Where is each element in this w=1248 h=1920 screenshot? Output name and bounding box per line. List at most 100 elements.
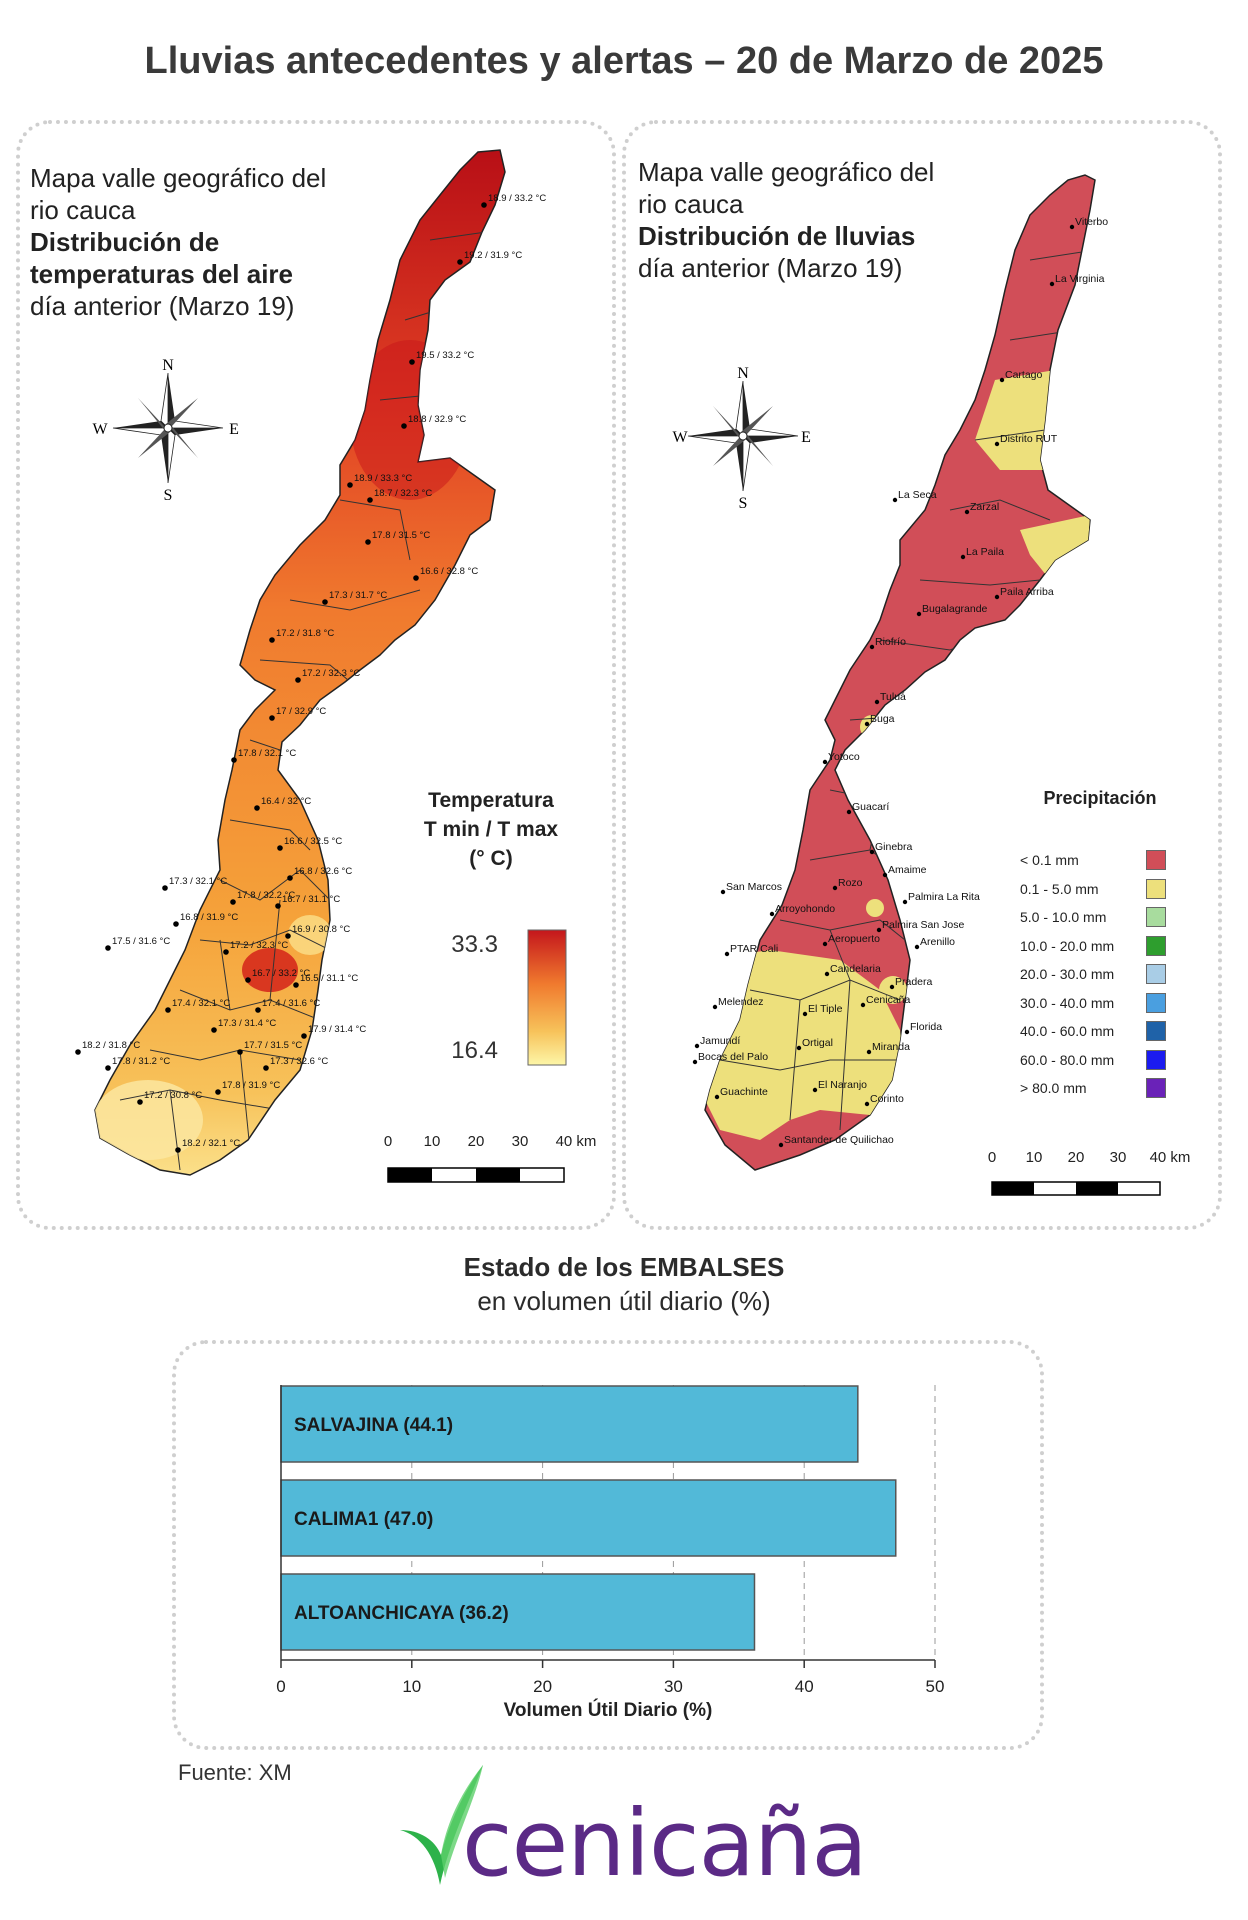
station-dot [173,921,179,927]
temp-scale-labels: 0 10 20 30 40 km [384,1133,597,1150]
station-dot [481,202,487,208]
chart-x-ticks: 0 10 20 30 40 50 [276,1660,944,1696]
temp-legend-title: Temperatura T min / T max (° C) [416,786,566,873]
station-dot [215,1089,221,1095]
place-label: Yotoco [828,751,860,763]
temp-compass-s: S [164,487,173,504]
rain-legend-swatch [1146,964,1166,984]
place-label: Amaime [888,864,927,876]
station-label: 17.4 / 32.1 °C [172,998,230,1009]
bar [280,1479,897,1557]
rain-legend-swatch [1146,1049,1166,1070]
temp-legend-gradient [527,929,567,1066]
rain-title-bold1: Distribución de lluvias [638,221,916,251]
rain-valley-shape [704,174,1096,1171]
temperature-map: 18.9 / 33.2 °C 19.2 / 31.9 °C 19.5 / 33.2 … [75,149,597,1183]
embalses-title: Estado de los EMBALSES [463,1252,785,1282]
scale-label: 30 [1110,1149,1127,1166]
place-label: Arenillo [920,936,955,948]
station-label: 19.5 / 33.2 °C [416,350,474,361]
station-label: 17.2 / 32.3 °C [230,940,288,951]
temp-compass-w: W [92,421,108,438]
station-label: 16.4 / 32 °C [261,796,311,807]
temp-compass-rose-icon [112,372,224,484]
place-label: Miranda [872,1041,910,1053]
rain-legend-label: 30.0 - 40.0 mm [1020,994,1115,1011]
embalses-subtitle: en volumen útil diario (%) [477,1286,771,1316]
station-dot [137,1099,143,1105]
tick-label: 10 [402,1677,421,1696]
station-label: 16.8 / 31.9 °C [180,912,238,923]
station-dot [287,875,293,881]
station-dot [269,715,275,721]
temp-legend-line1: Temperatura [428,789,554,812]
place-dot [889,984,895,990]
cenicana-leaf-logo-icon [400,1765,483,1885]
station-label: 17.8 / 32.1 °C [238,748,296,759]
place-label: Cartago [1005,369,1043,381]
rain-legend-label: 10.0 - 20.0 mm [1020,937,1115,954]
rain-legend-swatch [1146,1021,1166,1041]
place-dot [769,911,775,917]
rain-title-line2: rio cauca [638,189,744,219]
station-label: 19.2 / 31.9 °C [464,250,522,261]
place-label: Tuluá [880,691,906,703]
tick-label: 20 [533,1677,552,1696]
station-dot [301,1033,307,1039]
station-label: 17.2 / 30.8 °C [144,1090,202,1101]
place-dot [994,594,1000,600]
station-label: 17.9 / 31.4 °C [308,1024,366,1035]
station-dot [254,805,260,811]
place-dot [869,644,875,650]
place-dot [796,1045,802,1051]
station-dot [263,1065,269,1071]
place-label: PTAR Cali [730,943,778,955]
scale-label: 40 km [556,1133,597,1150]
embalses-chart-panel [172,1340,1044,1750]
place-dot [812,1087,818,1093]
place-label: Florida [910,1021,942,1033]
rainfall-map-panel [622,120,1222,1230]
place-label: Guacarí [852,801,889,813]
temp-compass-n: N [162,357,174,374]
station-label: 17.7 / 31.5 °C [244,1040,302,1051]
place-label: Bugalagrande [922,603,988,615]
station-dot [275,903,281,909]
station-dot [457,259,463,265]
station-dot [277,845,283,851]
place-dot [864,1101,870,1107]
rain-legend-label: > 80.0 mm [1020,1080,1087,1096]
place-dot [824,971,830,977]
station-dot [175,1147,181,1153]
station-dot [322,599,328,605]
station-dot [162,885,168,891]
temp-title-sub: día anterior (Marzo 19) [30,291,295,321]
place-label: Candelaria [830,963,881,975]
place-label: Santander de Quilichao [784,1134,894,1146]
place-label: Guachinte [720,1086,768,1098]
station-label: 18.8 / 32.9 °C [408,414,466,425]
rain-scale-labels: 0 10 20 30 40 km [988,1149,1191,1166]
place-label: Ortigal [802,1037,833,1049]
station-label: 17.3 / 31.7 °C [329,590,387,601]
station-label: 17.2 / 31.8 °C [276,628,334,639]
temp-legend-line3: (° C) [469,847,513,870]
station-label: 17.5 / 31.6 °C [112,936,170,947]
place-dot [914,944,920,950]
place-label: El Tiple [808,1003,843,1015]
station-label: 17.3 / 32.6 °C [270,1056,328,1067]
station-dot [211,1027,217,1033]
station-dot [293,982,299,988]
place-dot [869,849,875,855]
page-title: Lluvias antecedentes y alertas – 20 de M… [144,40,1104,82]
place-label: Viterbo [1075,216,1108,228]
place-label: Corinto [870,1093,904,1105]
scale-label: 0 [384,1133,392,1150]
rain-legend-swatch [1146,878,1166,899]
place-label: Bocas del Palo [698,1051,768,1063]
station-dot [245,977,251,983]
station-label: 17.8 / 31.9 °C [222,1080,280,1091]
place-label: Aeropuerto [828,933,880,945]
rain-compass-rose-icon [687,380,799,492]
place-dot [724,951,730,957]
